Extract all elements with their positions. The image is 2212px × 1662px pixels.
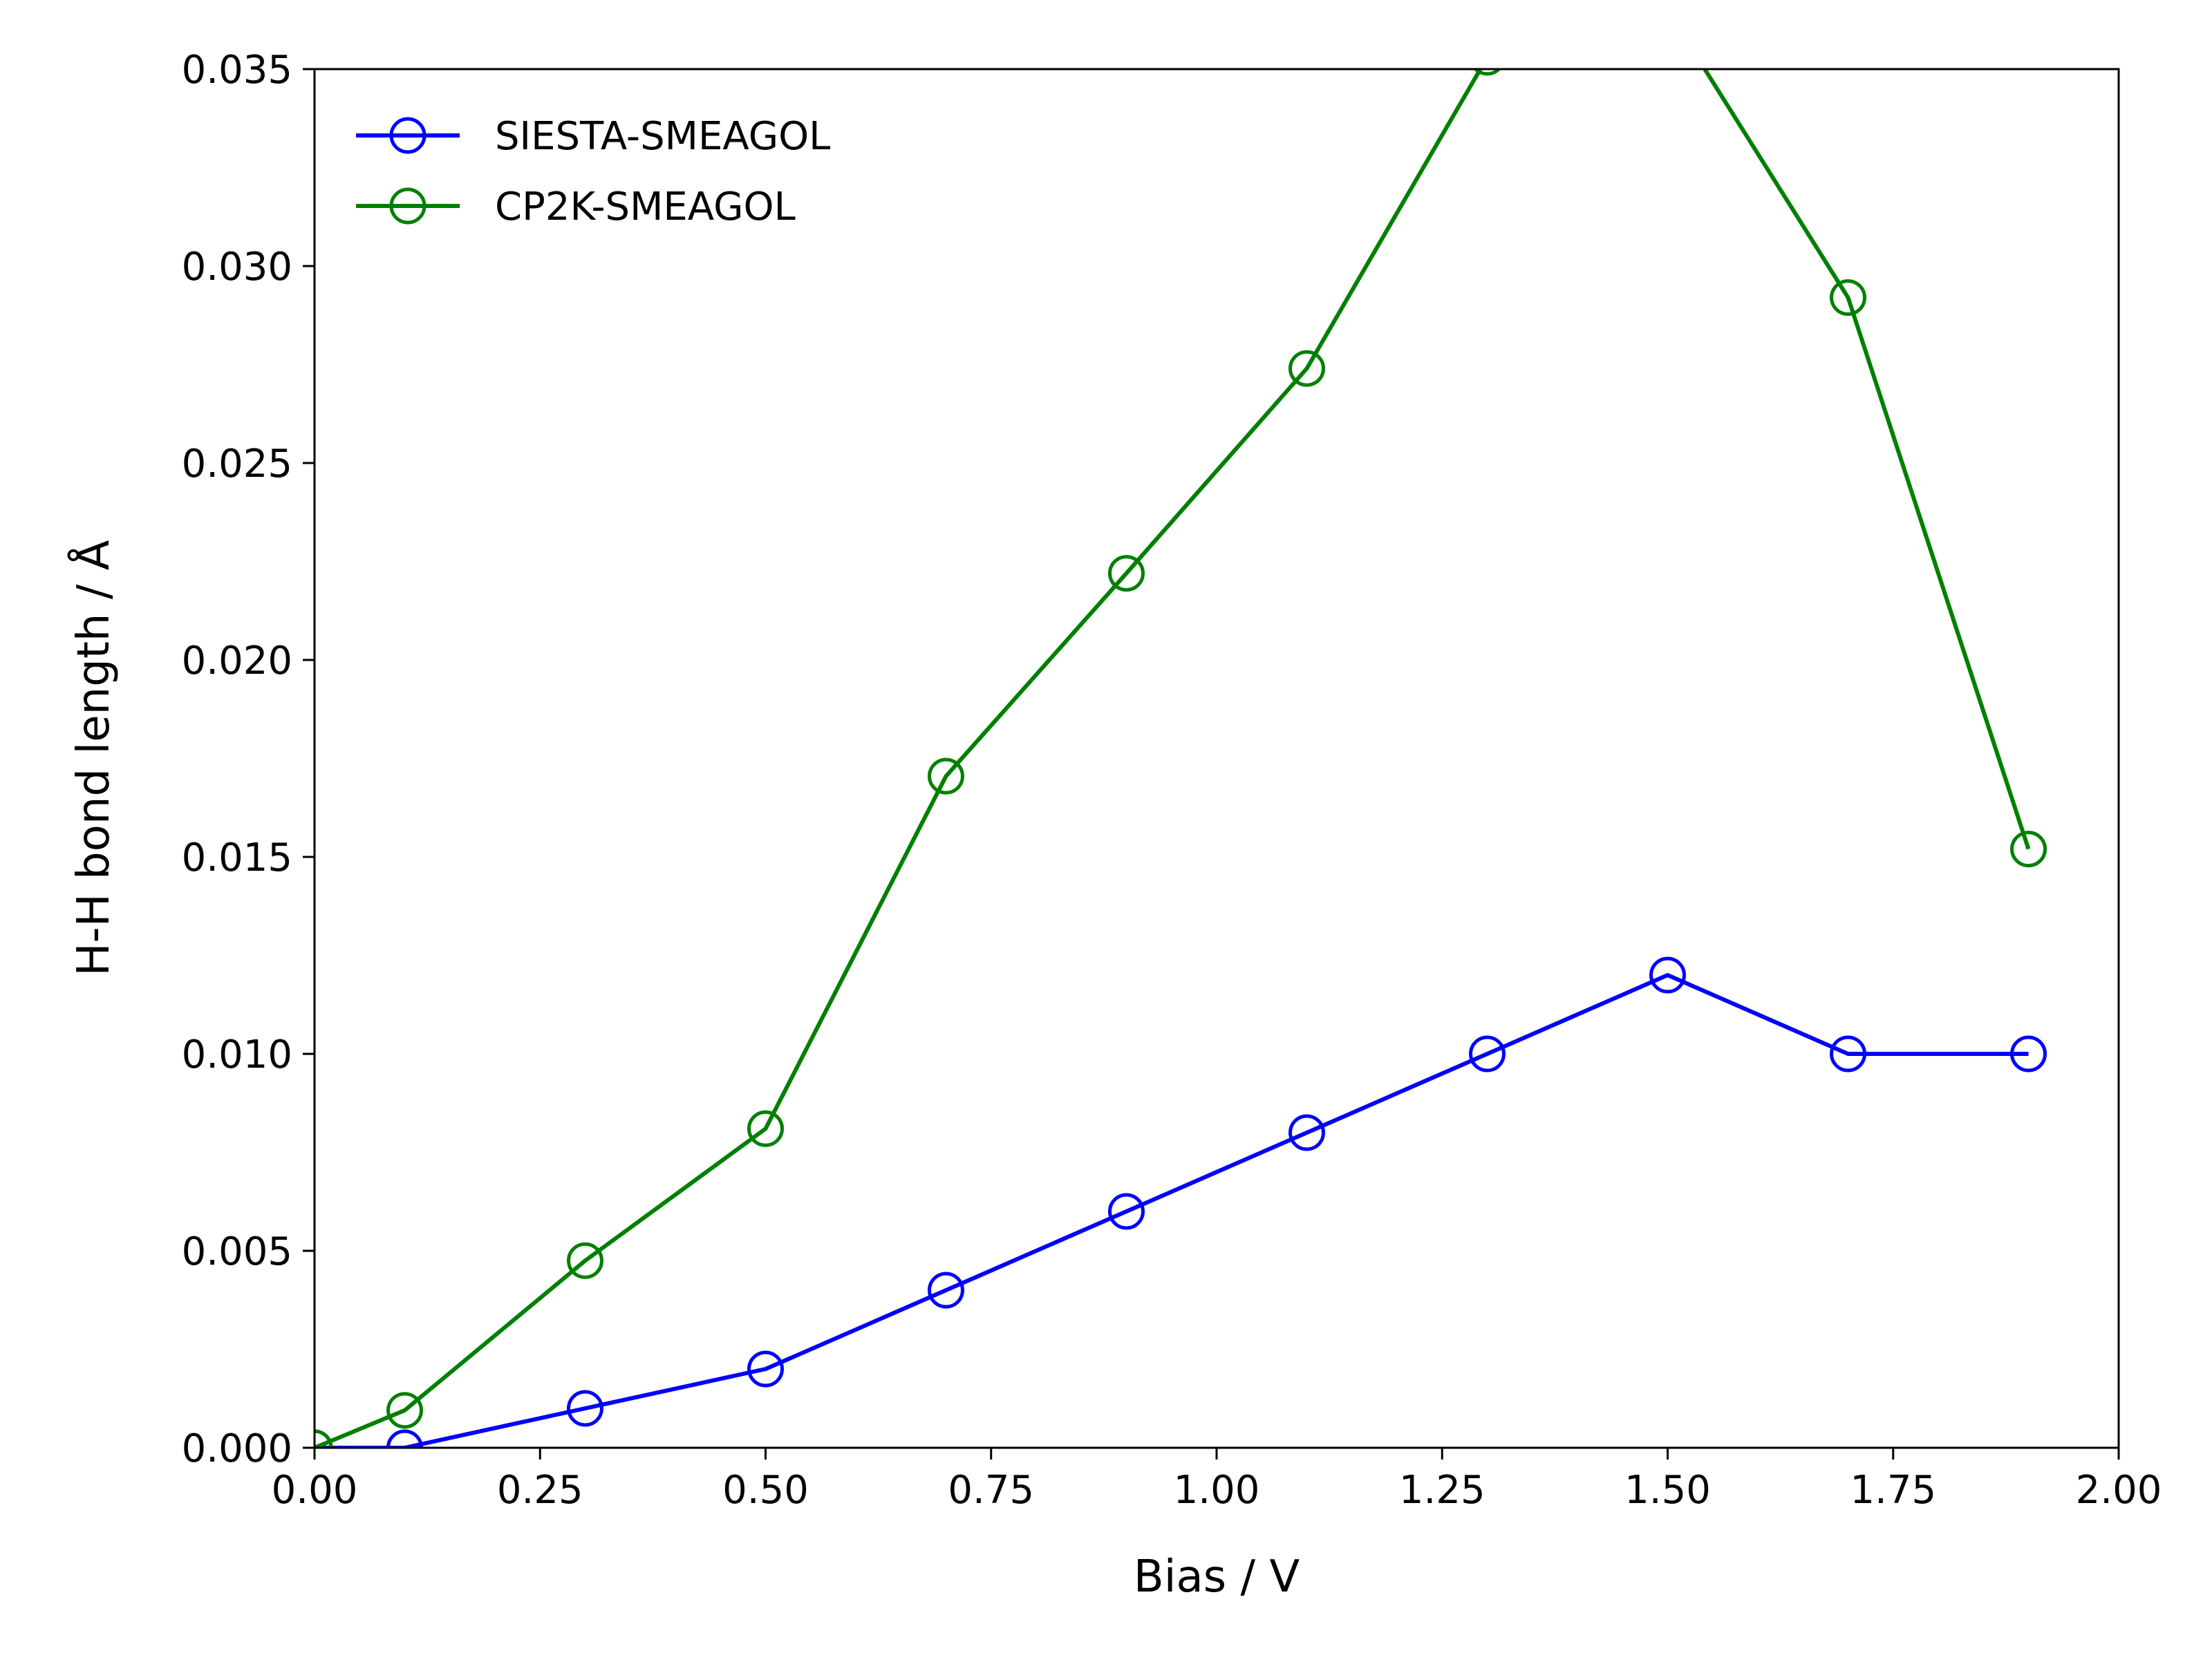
series-line-siesta-smeagol — [315, 973, 2029, 1448]
series-line-cp2k-smeagol — [315, 69, 2031, 1448]
x-tick-label: 1.50 — [1624, 1468, 1711, 1513]
data-point-cp2k-smeagol — [1830, 279, 1866, 317]
x-tick-label: 0.25 — [497, 1468, 583, 1513]
series-layer — [315, 0, 2047, 1448]
data-point-cp2k-smeagol — [1473, 69, 1501, 76]
x-tick-label: 1.00 — [1174, 1468, 1260, 1513]
legend-label-cp2k-smeagol: CP2K-SMEAGOL — [495, 185, 796, 229]
x-tick-label: 0.00 — [272, 1468, 358, 1513]
x-tick-label: 1.75 — [1850, 1468, 1936, 1513]
data-point-siesta-smeagol — [928, 1272, 964, 1309]
y-tick-label: 0.035 — [182, 48, 292, 93]
legend-marker-siesta-smeagol — [389, 117, 427, 154]
data-point-cp2k-smeagol — [1288, 350, 1325, 387]
data-point-cp2k-smeagol — [567, 1242, 603, 1279]
y-tick-label: 0.000 — [182, 1426, 292, 1471]
data-point-siesta-smeagol — [747, 1350, 784, 1388]
data-point-siesta-smeagol — [567, 1390, 603, 1427]
y-tick-label: 0.030 — [182, 245, 292, 290]
data-point-siesta-smeagol — [1830, 1035, 1866, 1073]
data-point-siesta-smeagol — [1649, 956, 1686, 994]
data-point-cp2k-smeagol — [1108, 555, 1145, 592]
x-tick-label: 1.25 — [1399, 1468, 1485, 1513]
y-tick-label: 0.005 — [182, 1229, 292, 1274]
plot-frame — [313, 68, 2120, 1449]
data-point-siesta-smeagol — [386, 1429, 423, 1448]
data-point-siesta-smeagol — [1108, 1193, 1145, 1230]
data-point-siesta-smeagol — [2010, 1035, 2047, 1073]
data-point-cp2k-smeagol — [386, 1392, 423, 1429]
legend: SIESTA-SMEAGOL CP2K-SMEAGOL — [356, 114, 830, 229]
y-tick-label: 0.020 — [182, 639, 292, 683]
data-point-cp2k-smeagol — [747, 1110, 784, 1147]
x-tick-label: 0.50 — [722, 1468, 809, 1513]
data-point-cp2k-smeagol — [2010, 831, 2047, 868]
x-tick-label: 2.00 — [2076, 1468, 2162, 1513]
y-tick-label: 0.025 — [182, 442, 292, 487]
data-point-siesta-smeagol — [1469, 1035, 1506, 1073]
data-point-cp2k-smeagol — [1651, 0, 1685, 27]
y-tick-label: 0.015 — [182, 835, 292, 880]
y-axis-label: H-H bond length / Å — [67, 540, 120, 976]
axis-layer: 0.00 0.25 0.50 0.75 1.00 1.25 1.50 1.75 2.00 0.00… — [182, 48, 2162, 1513]
x-tick-label: 0.75 — [948, 1468, 1034, 1513]
legend-label-siesta-smeagol: SIESTA-SMEAGOL — [495, 114, 830, 159]
x-axis-label: Bias / V — [1134, 1551, 1300, 1603]
data-point-siesta-smeagol — [1288, 1114, 1325, 1151]
data-point-cp2k-smeagol — [928, 757, 964, 795]
legend-marker-cp2k-smeagol — [389, 187, 427, 225]
y-tick-label: 0.010 — [182, 1032, 292, 1077]
